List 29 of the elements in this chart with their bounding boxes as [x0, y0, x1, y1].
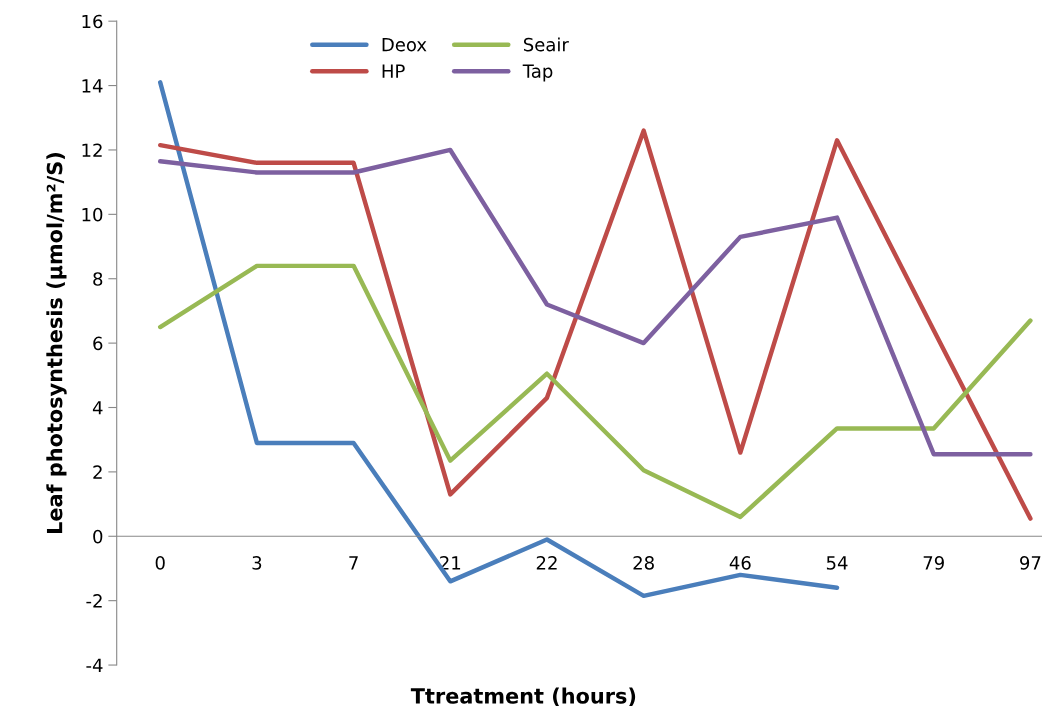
y-tick-label: 0 — [93, 529, 103, 544]
y-tick-label: 6 — [93, 336, 103, 351]
x-tick-label: 22 — [536, 556, 557, 570]
y-tick-label: 14 — [82, 79, 103, 93]
legend-label: Tap — [522, 64, 553, 82]
y-tick-label: 16 — [82, 14, 103, 29]
legend-label: HP — [382, 64, 405, 78]
x-tick-label: 46 — [729, 556, 751, 570]
line-series — [157, 128, 1033, 521]
y-tick-label: 12 — [82, 143, 102, 157]
y-tick-label: 4 — [92, 401, 103, 415]
x-tick-label: 0 — [155, 556, 165, 570]
y-tick-label: 10 — [82, 207, 103, 222]
y-axis-title: Leaf photosynthesis (μmol/m²/S) — [46, 153, 67, 534]
y-tick-label: -2 — [86, 594, 102, 608]
legend-label: Seair — [523, 37, 569, 52]
y-tick-label: -4 — [86, 658, 103, 672]
line-series — [157, 263, 1033, 520]
x-tick-label: 7 — [349, 556, 358, 570]
x-tick-label: 54 — [826, 556, 848, 570]
y-tick-label: 2 — [93, 465, 102, 479]
y-tick-label: 8 — [93, 272, 103, 286]
x-tick-label: 79 — [923, 556, 944, 570]
x-axis-title: Ttreatment (hours) — [410, 687, 636, 706]
x-tick-label: 3 — [252, 556, 262, 570]
line-series — [157, 147, 1033, 457]
x-tick-label: 97 — [1020, 556, 1041, 570]
x-tick-label: 28 — [633, 556, 654, 570]
legend-label: Deox — [382, 37, 427, 52]
